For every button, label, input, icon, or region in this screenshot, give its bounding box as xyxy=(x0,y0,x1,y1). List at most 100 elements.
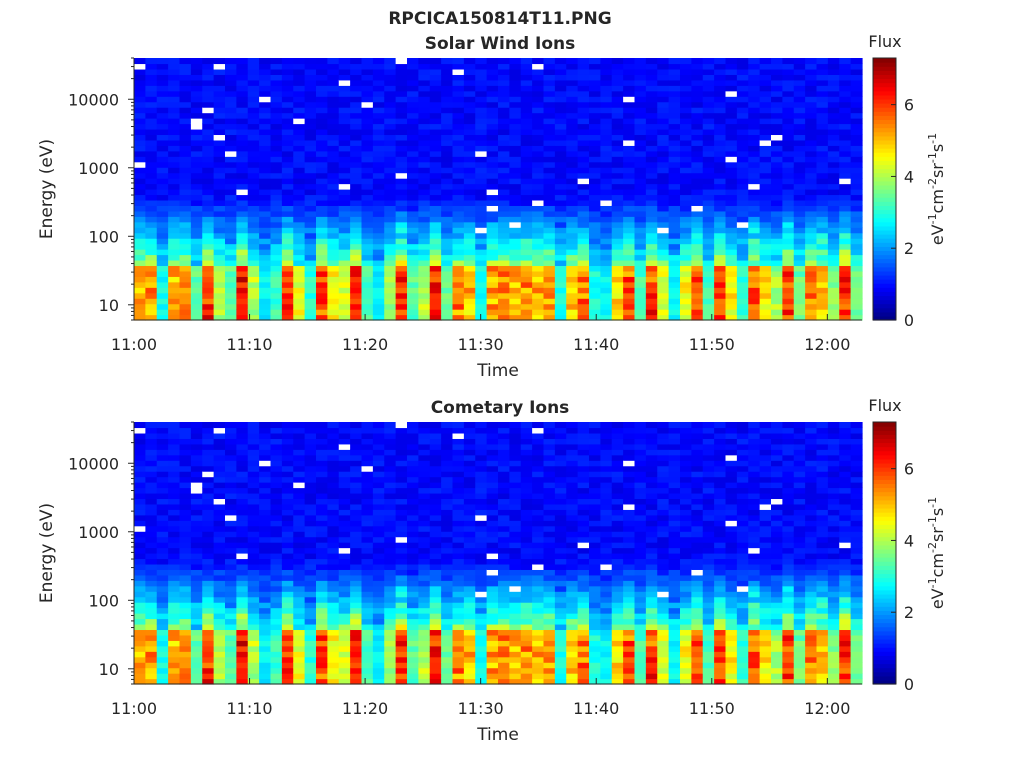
heatmap-cell xyxy=(156,139,169,146)
heatmap-cell xyxy=(668,189,681,196)
heatmap-cell xyxy=(714,249,727,256)
heatmap-cell xyxy=(691,172,704,179)
heatmap-cell xyxy=(600,167,613,174)
heatmap-cell xyxy=(498,238,510,245)
heatmap-cell xyxy=(441,542,454,549)
heatmap-cell xyxy=(259,150,272,157)
heatmap-cell xyxy=(418,232,431,239)
heatmap-cell xyxy=(543,547,556,554)
heatmap-cell xyxy=(520,101,533,108)
heatmap-cell xyxy=(407,178,419,185)
heatmap-cell xyxy=(441,167,454,174)
heatmap-cell xyxy=(236,476,249,483)
heatmap-cell xyxy=(395,123,408,130)
heatmap-cell xyxy=(759,199,772,206)
heatmap-cell xyxy=(372,145,385,152)
heatmap-cell xyxy=(634,232,647,239)
heatmap-cell xyxy=(748,199,761,206)
heatmap-cell xyxy=(452,265,465,272)
heatmap-cell xyxy=(281,536,294,543)
heatmap-cell xyxy=(190,613,203,620)
heatmap-cell xyxy=(532,503,545,510)
heatmap-cell xyxy=(486,74,499,81)
heatmap-cell xyxy=(156,189,169,196)
heatmap-cell xyxy=(759,303,772,310)
heatmap-cell xyxy=(498,553,510,560)
heatmap-cell xyxy=(395,276,408,283)
heatmap-cell xyxy=(520,259,533,267)
heatmap-cell xyxy=(475,309,488,316)
heatmap-cell xyxy=(293,645,306,652)
heatmap-cell xyxy=(543,536,556,543)
heatmap-cell xyxy=(270,492,283,500)
heatmap-cell xyxy=(293,150,306,157)
heatmap-cell xyxy=(793,292,806,299)
heatmap-cell xyxy=(452,553,465,560)
heatmap-cell xyxy=(338,640,351,647)
heatmap-cell xyxy=(202,238,215,245)
heatmap-cell xyxy=(372,427,385,434)
heatmap-cell xyxy=(338,58,351,65)
heatmap-cell xyxy=(338,145,351,152)
heatmap-cell xyxy=(532,139,545,146)
heatmap-cell xyxy=(429,580,442,587)
heatmap-cell xyxy=(304,536,317,543)
heatmap-cell xyxy=(202,227,215,234)
heatmap-cell xyxy=(668,139,681,146)
heatmap-cell xyxy=(827,227,840,234)
heatmap-cell xyxy=(645,287,658,294)
heatmap-cell xyxy=(463,205,476,212)
heatmap-cell xyxy=(680,238,692,245)
heatmap-cell xyxy=(202,509,215,516)
heatmap-cell xyxy=(816,161,829,168)
heatmap-cell xyxy=(736,112,749,119)
heatmap-cell xyxy=(372,123,385,130)
heatmap-cell xyxy=(168,123,181,130)
heatmap-cell xyxy=(190,569,203,576)
heatmap-cell xyxy=(702,79,715,86)
heatmap-cell xyxy=(145,591,158,598)
heatmap-cell xyxy=(418,580,431,587)
heatmap-cell xyxy=(179,232,192,239)
heatmap-cell xyxy=(418,487,431,494)
heatmap-cell xyxy=(543,265,556,272)
heatmap-cell xyxy=(361,520,374,527)
heatmap-cell xyxy=(190,678,203,685)
heatmap-cell xyxy=(293,107,306,114)
heatmap-cell xyxy=(156,128,169,136)
heatmap-cell xyxy=(236,270,249,277)
heatmap-cell xyxy=(350,667,363,674)
heatmap-cell xyxy=(168,509,181,516)
heatmap-cell xyxy=(623,292,636,299)
heatmap-cell xyxy=(520,613,533,620)
heatmap-cell xyxy=(850,210,863,217)
heatmap-cell xyxy=(645,68,658,75)
heatmap-cell xyxy=(395,68,408,75)
heatmap-cell xyxy=(589,216,601,223)
heatmap-cell xyxy=(589,68,601,75)
heatmap-cell xyxy=(247,432,260,439)
colorbar-segment xyxy=(873,205,896,211)
heatmap-cell xyxy=(156,563,169,570)
heatmap-cell xyxy=(520,596,533,603)
heatmap-cell xyxy=(168,640,181,647)
heatmap-cell xyxy=(350,525,363,532)
heatmap-cell xyxy=(418,563,431,570)
heatmap-cell xyxy=(316,574,328,581)
heatmap-cell xyxy=(498,254,510,261)
heatmap-cell xyxy=(566,139,579,146)
heatmap-cell xyxy=(475,314,488,321)
heatmap-cell xyxy=(236,232,249,239)
heatmap-cell xyxy=(452,74,465,81)
heatmap-cell xyxy=(611,172,624,179)
heatmap-cell xyxy=(657,123,670,130)
heatmap-cell xyxy=(543,569,556,576)
heatmap-cell xyxy=(691,232,704,239)
heatmap-cell xyxy=(839,309,852,316)
heatmap-cell xyxy=(316,189,328,196)
heatmap-cell xyxy=(281,509,294,516)
heatmap-cell xyxy=(293,118,306,125)
heatmap-cell xyxy=(554,265,567,272)
heatmap-cell xyxy=(577,74,590,81)
heatmap-cell xyxy=(395,309,408,316)
